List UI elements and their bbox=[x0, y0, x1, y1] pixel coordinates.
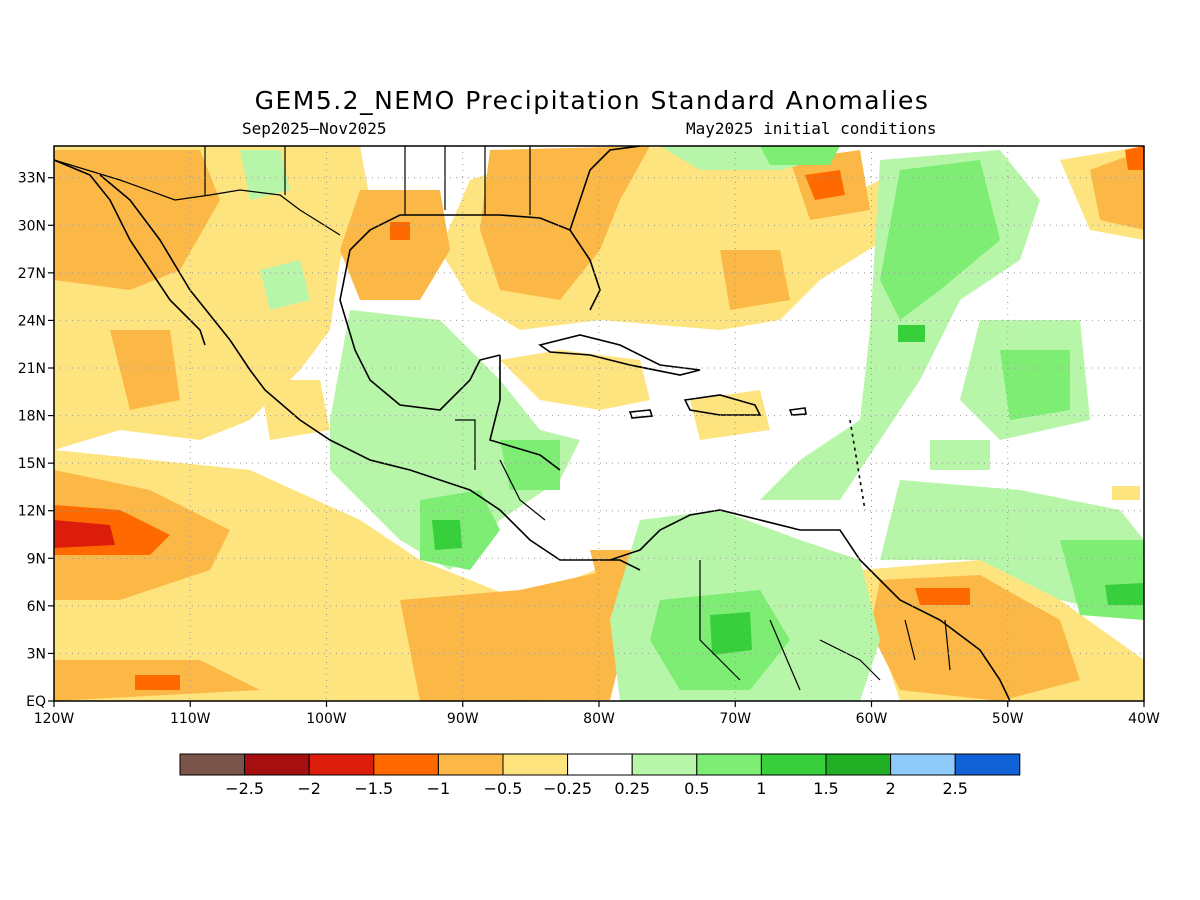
x-tick-label: 110W bbox=[170, 711, 211, 727]
y-tick-label: 6N bbox=[27, 599, 46, 615]
x-tick-label: 70W bbox=[719, 711, 751, 727]
cuba-outline bbox=[538, 334, 701, 376]
x-tick-label: 50W bbox=[992, 711, 1024, 727]
x-tick-label: 80W bbox=[583, 711, 615, 727]
colorbar-swatch bbox=[179, 753, 246, 776]
y-tick-label: EQ bbox=[26, 694, 46, 710]
colorbar-label: −0.25 bbox=[543, 779, 592, 798]
colorbar-label: −1 bbox=[427, 779, 451, 798]
x-tick-label: 60W bbox=[856, 711, 888, 727]
colorbar-swatch bbox=[760, 753, 827, 776]
y-tick-label: 15N bbox=[18, 456, 46, 472]
colorbar-label: −1.5 bbox=[354, 779, 393, 798]
season-label: Sep2025—Nov2025 bbox=[242, 119, 387, 138]
borders bbox=[54, 146, 951, 691]
colorbar-swatch bbox=[373, 753, 439, 776]
puerto-rico-outline bbox=[788, 407, 807, 416]
anomaly-band-medium-negative bbox=[54, 146, 1144, 701]
colorbar-swatch bbox=[954, 753, 1021, 776]
x-tick-label: 100W bbox=[306, 711, 347, 727]
y-tick-label: 33N bbox=[18, 171, 46, 187]
y-tick-label: 21N bbox=[18, 361, 46, 377]
anomaly-field bbox=[54, 146, 1144, 701]
y-tick-label: 24N bbox=[18, 313, 46, 329]
colorbar-swatch bbox=[890, 753, 956, 776]
x-tick-label: 120W bbox=[34, 711, 75, 727]
us-mexico-border bbox=[54, 159, 341, 236]
y-tick-label: 27N bbox=[18, 266, 46, 282]
colorbar-swatch bbox=[308, 753, 375, 776]
colorbar-label: 1 bbox=[756, 779, 766, 798]
anomaly-band-strong-positive bbox=[432, 325, 1144, 655]
lesser-antilles bbox=[849, 419, 866, 511]
colorbar: −2.5 −2 −1.5 −1 −0.5 −0.25 0.25 0.5 1 1.5 2 2.5 bbox=[179, 753, 1021, 798]
colorbar-label: −0.5 bbox=[484, 779, 523, 798]
baja-coast bbox=[54, 159, 206, 346]
belize-honduras-coast bbox=[489, 355, 561, 471]
us-east-coast bbox=[569, 146, 641, 231]
colorbar-label: −2 bbox=[297, 779, 321, 798]
yucatan-coast bbox=[339, 299, 501, 411]
y-tick-label: 12N bbox=[18, 504, 46, 520]
colorbar-label: 1.5 bbox=[813, 779, 838, 798]
colorbar-swatch bbox=[825, 753, 892, 776]
jamaica-outline bbox=[628, 409, 654, 419]
x-tick-label: 40W bbox=[1128, 711, 1160, 727]
map-title: GEM5.2_NEMO Precipitation Standard Anoma… bbox=[254, 86, 930, 115]
south-america-borders bbox=[699, 560, 951, 691]
colorbar-swatch bbox=[567, 753, 633, 776]
colorbar-label: 0.25 bbox=[614, 779, 650, 798]
hispaniola-outline bbox=[683, 394, 762, 416]
south-america-coast bbox=[609, 509, 1011, 701]
initial-conditions-label: May2025 initial conditions bbox=[686, 119, 937, 138]
colorbar-swatch bbox=[437, 753, 504, 776]
colorbar-swatch bbox=[244, 753, 310, 776]
colorbar-label: 2 bbox=[886, 779, 896, 798]
colorbar-swatch bbox=[696, 753, 762, 776]
colorbar-swatch bbox=[631, 753, 698, 776]
us-state-lines-west bbox=[204, 146, 286, 195]
gulf-coast bbox=[339, 214, 601, 311]
colorbar-swatch bbox=[502, 753, 569, 776]
y-tick-label: 9N bbox=[27, 551, 46, 567]
x-tick-label: 90W bbox=[447, 711, 479, 727]
central-america-borders bbox=[455, 419, 546, 521]
y-tick-label: 18N bbox=[18, 409, 46, 425]
colorbar-label: −2.5 bbox=[225, 779, 264, 798]
anomaly-band-very-strong-negative bbox=[54, 520, 115, 548]
y-tick-label: 30N bbox=[18, 218, 46, 234]
colorbar-label: 0.5 bbox=[684, 779, 709, 798]
axis-ticks: 120W 110W 100W 90W 80W 70W 60W 50W 40W EQ 3N 6N 9N 12… bbox=[18, 171, 1160, 727]
colorbar-label: 2.5 bbox=[942, 779, 967, 798]
y-tick-label: 3N bbox=[27, 646, 46, 662]
graticule bbox=[54, 146, 1144, 701]
